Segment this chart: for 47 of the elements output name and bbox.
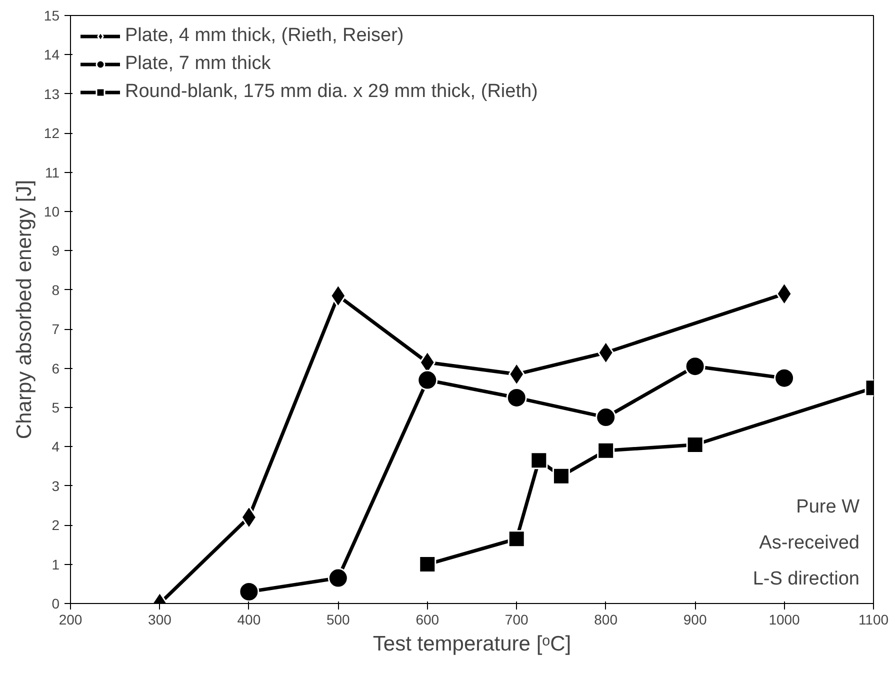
x-tick-label: 300 [148, 612, 172, 628]
y-tick-label: 15 [44, 8, 60, 24]
y-tick-label: 3 [52, 478, 60, 494]
annotation: Pure W [796, 496, 860, 518]
y-tick-label: 11 [44, 164, 60, 180]
y-tick-label: 10 [44, 204, 60, 220]
y-tick-label: 0 [52, 596, 60, 612]
x-tick-label: 1000 [768, 612, 800, 628]
point [328, 568, 348, 588]
point [552, 467, 570, 485]
annotation: As-received [759, 532, 860, 554]
y-tick-label: 4 [52, 438, 60, 455]
legend-label: Plate, 7 mm thick [125, 53, 271, 75]
point [508, 530, 526, 548]
annotation: L-S direction [752, 568, 860, 590]
point [418, 556, 436, 574]
point [686, 436, 704, 454]
point [684, 356, 706, 377]
point [597, 442, 615, 460]
x-tick-label: 900 [683, 612, 707, 628]
x-tick-label: 500 [326, 612, 350, 628]
legend-label: Plate, 4 mm thick, (Rieth, Reiser) [125, 25, 404, 47]
y-tick-label: 8 [52, 282, 60, 298]
x-tick-label: 600 [416, 612, 440, 628]
point [530, 452, 548, 470]
x-tick-label: 700 [504, 612, 529, 628]
y-tick-label: 5 [52, 400, 60, 416]
x-axis-title: Test temperature [ᵒC] [372, 632, 572, 656]
y-tick-label: 13 [44, 86, 60, 102]
x-tick-label: 400 [237, 612, 261, 628]
y-tick-label: 6 [52, 360, 60, 376]
x-tick-label: 200 [58, 612, 82, 628]
y-tick-label: 12 [44, 125, 60, 142]
point [417, 370, 438, 390]
y-axis-title: Charpy absorbed energy [J] [12, 180, 36, 440]
point [238, 582, 260, 602]
y-tick-label: 2 [52, 517, 60, 534]
x-tick-label: 800 [594, 612, 618, 628]
y-tick-label: 14 [44, 46, 60, 63]
y-tick-label: 9 [52, 242, 60, 259]
point [774, 368, 795, 388]
x-tick-label: 1100 [858, 612, 889, 628]
y-tick-label: 1 [52, 556, 60, 572]
legend-label: Round-blank, 175 mm dia. x 29 mm thick, (Rieth) [125, 81, 538, 103]
point [596, 407, 616, 428]
point [506, 387, 527, 408]
y-tick-label: 7 [52, 321, 60, 338]
